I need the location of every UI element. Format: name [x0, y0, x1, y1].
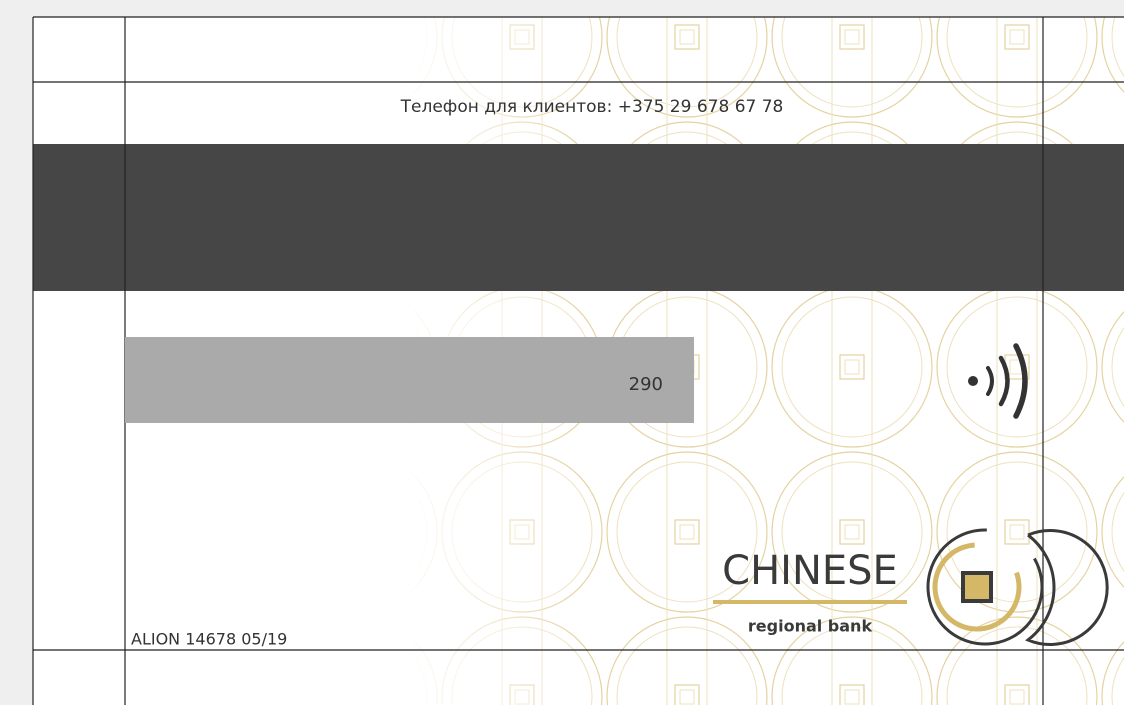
card-back: Телефон для клиентов: +375 29 678 67 78 … [0, 0, 1124, 705]
phone-text: Телефон для клиентов: +375 29 678 67 78 [400, 97, 784, 117]
magnetic-stripe [33, 144, 1124, 291]
page: Телефон для клиентов: +375 29 678 67 78 … [0, 0, 1124, 705]
signature-panel [125, 337, 694, 423]
signature-code: 290 [629, 374, 663, 395]
logo-name: CHINESE [722, 548, 898, 594]
logo-square [963, 573, 991, 601]
logo-tagline: regional bank [748, 617, 873, 636]
serial-text: ALION 14678 05/19 [131, 630, 287, 649]
logo-underline [713, 600, 907, 604]
